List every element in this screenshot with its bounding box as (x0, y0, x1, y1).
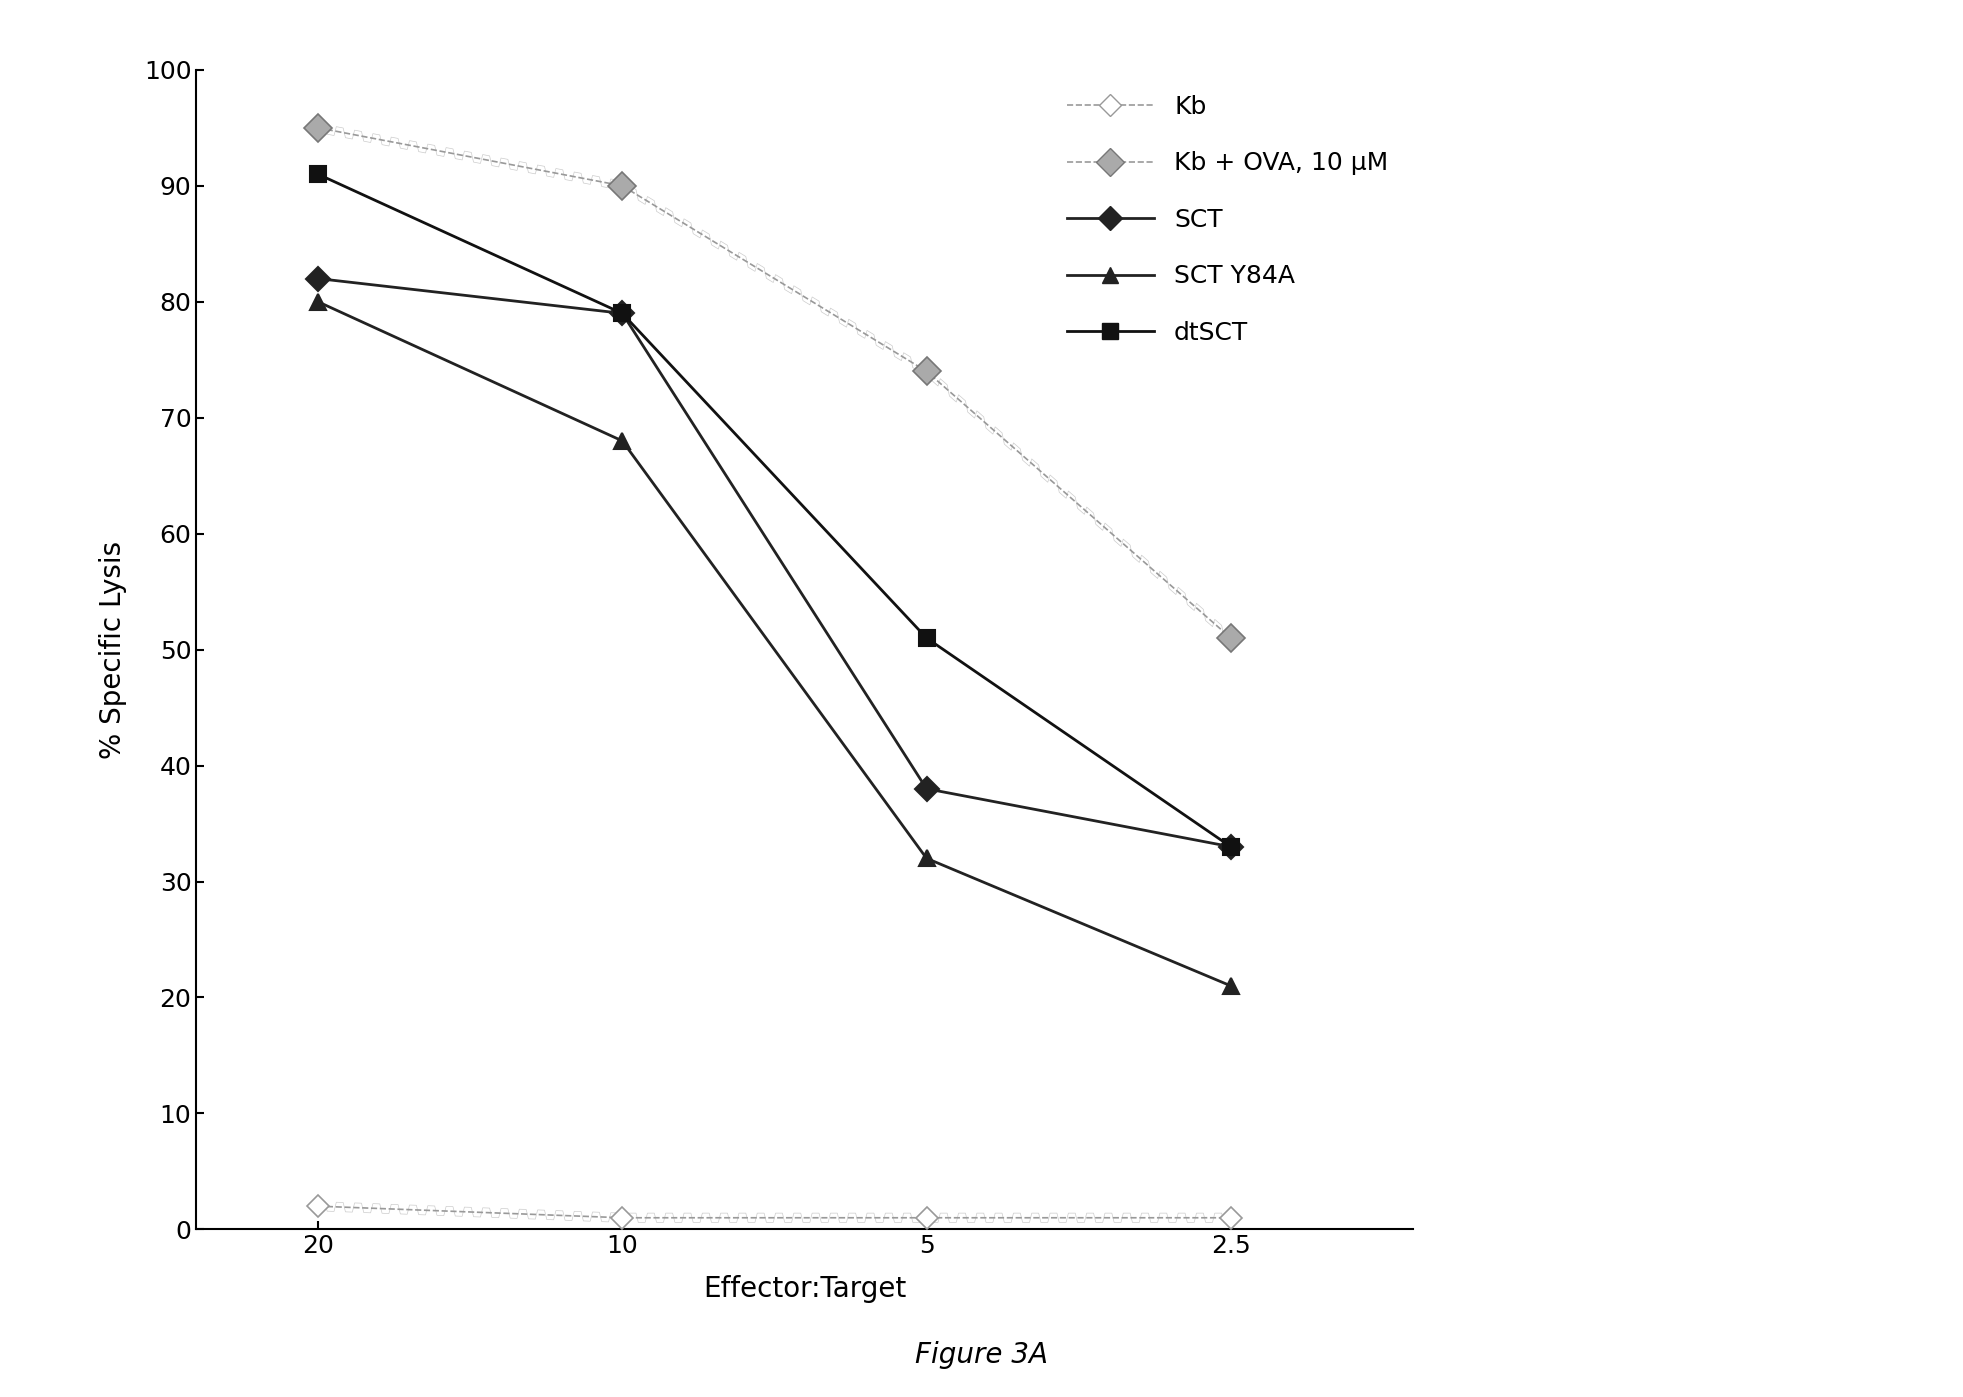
Text: Figure 3A: Figure 3A (915, 1341, 1048, 1369)
X-axis label: Effector:Target: Effector:Target (703, 1275, 907, 1303)
Legend: Kb, Kb + OVA, 10 μM, SCT, SCT Y84A, dtSCT: Kb, Kb + OVA, 10 μM, SCT, SCT Y84A, dtSC… (1054, 82, 1402, 358)
Y-axis label: % Specific Lysis: % Specific Lysis (100, 541, 128, 759)
